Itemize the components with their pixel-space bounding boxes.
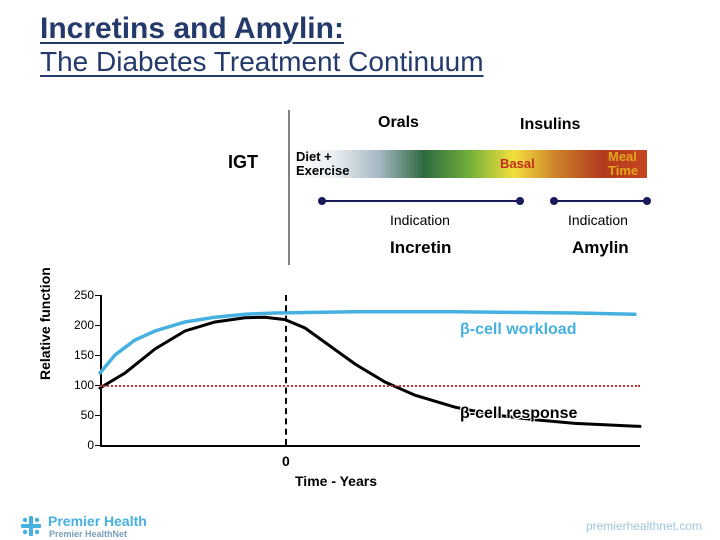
incretin-indicator-dot-left <box>318 197 326 205</box>
y-axis-label: Relative function <box>37 267 53 380</box>
upper-divider <box>288 110 290 265</box>
chart-dashed-divider <box>285 295 287 445</box>
amylin-indicator-line <box>554 200 647 202</box>
basal-label: Basal <box>500 157 535 171</box>
amylin-indicator-dot-left <box>550 197 558 205</box>
amylin-indicator-dot-right <box>643 197 651 205</box>
orals-label: Orals <box>378 114 419 132</box>
title-sub: The Diabetes Treatment Continuum <box>40 46 720 78</box>
insulins-label: Insulins <box>520 116 580 134</box>
incretin-indicator-dot-right <box>516 197 524 205</box>
chart-dotted-baseline <box>100 385 640 387</box>
chart-area: Relative function 050100150200250 β-cell… <box>55 295 655 475</box>
amylin-label: Amylin <box>572 238 629 258</box>
workload-curve-label: β-cell workload <box>460 321 576 339</box>
brand-sub: Premier HealthNet <box>49 529 147 539</box>
x-axis-label: Time - Years <box>295 473 377 489</box>
indication-label-2: Indication <box>568 212 628 228</box>
title-block: Incretins and Amylin: The Diabetes Treat… <box>0 0 720 78</box>
igt-label: IGT <box>228 152 258 173</box>
response-curve-label: β-cell response <box>460 405 577 423</box>
footer: Premier Health Premier HealthNet premier… <box>0 512 720 540</box>
plus-icon <box>20 515 42 537</box>
meal-time-label: Meal Time <box>608 150 638 178</box>
brand-name: Premier Health <box>48 513 147 529</box>
continuum-panel: Orals Insulins IGT Diet + Exercise Basal… <box>100 110 660 285</box>
diet-exercise-label: Diet + Exercise <box>296 150 350 178</box>
incretin-label: Incretin <box>390 238 451 258</box>
footer-url: premierhealthnet.com <box>586 519 702 533</box>
brand-logo: Premier Health Premier HealthNet <box>20 513 147 539</box>
title-main: Incretins and Amylin: <box>40 12 720 46</box>
incretin-indicator-line <box>322 200 520 202</box>
x-tick-zero: 0 <box>282 453 290 469</box>
indication-label-1: Indication <box>390 212 450 228</box>
chart-plot <box>55 295 655 450</box>
